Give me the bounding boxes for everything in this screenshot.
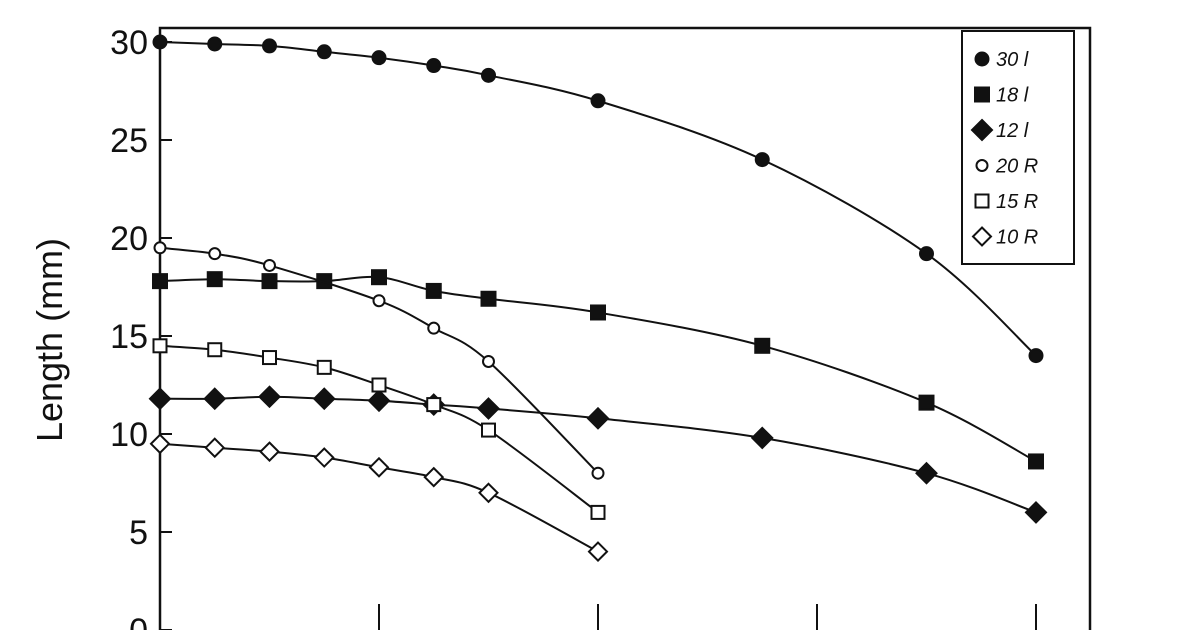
data-point [754, 152, 770, 168]
data-point [148, 387, 172, 411]
data-point [590, 93, 606, 109]
series-20-r [153, 241, 605, 480]
legend-label: 18 l [996, 85, 1029, 107]
data-point [368, 456, 390, 478]
data-point [478, 482, 499, 504]
data-point [208, 247, 222, 261]
data-point [915, 461, 938, 485]
legend-marker [971, 226, 993, 247]
data-point [206, 271, 223, 288]
y-tick-label: 10 [110, 416, 148, 454]
series-30-l [152, 34, 1044, 364]
data-point [203, 387, 227, 411]
data-point [313, 447, 335, 468]
y-tick-label: 20 [110, 220, 148, 258]
legend-marker [974, 86, 990, 103]
data-point [750, 426, 774, 450]
data-point [480, 290, 497, 307]
data-point [481, 67, 496, 83]
data-point [1028, 348, 1044, 364]
data-point [372, 294, 386, 308]
data-point [482, 354, 495, 368]
y-tick-label: 30 [110, 24, 148, 62]
data-point [371, 377, 387, 393]
y-tick-label: 25 [110, 122, 148, 160]
data-point [152, 338, 168, 354]
data-point [262, 38, 277, 54]
data-point [259, 441, 280, 463]
data-point [262, 350, 277, 366]
data-point [207, 36, 223, 52]
plot-frame [158, 26, 1092, 630]
y-tick-label: 5 [129, 514, 148, 552]
data-point [754, 337, 771, 354]
data-point [426, 58, 442, 74]
data-point [258, 385, 281, 409]
data-point [149, 433, 171, 455]
y-tick-label: 0 [129, 612, 148, 630]
legend-marker [970, 118, 994, 142]
data-point [586, 406, 610, 430]
legend-marker [974, 193, 990, 209]
series-line [159, 344, 599, 514]
legend-marker [974, 51, 990, 67]
data-point [312, 387, 336, 411]
data-point [263, 258, 276, 272]
data-point [316, 359, 332, 375]
data-point [371, 50, 387, 66]
legend-label: 30 l [996, 49, 1029, 71]
data-point [316, 44, 332, 60]
data-point [425, 282, 442, 299]
data-point [477, 397, 500, 420]
data-point [152, 34, 168, 50]
series-18-l [152, 269, 1044, 470]
legend-marker [975, 159, 989, 172]
series-12-l [148, 385, 1048, 524]
data-point [1024, 500, 1048, 524]
series-10-r [149, 433, 609, 563]
data-point [423, 466, 445, 488]
data-point [590, 504, 606, 520]
legend: 30 l 18 l 12 l 20 R 15 R 10 R [961, 30, 1075, 265]
legend-box [961, 30, 1075, 265]
data-point [153, 241, 167, 255]
legend-label: 10 R [996, 227, 1038, 249]
data-point [207, 342, 223, 358]
data-point [426, 397, 442, 413]
y-tick-labels: 0 5 10 15 20 25 30 [110, 24, 148, 630]
series [148, 34, 1048, 563]
data-point [427, 321, 441, 335]
data-point [371, 269, 387, 286]
data-point [204, 437, 226, 459]
data-point [261, 273, 278, 290]
data-point [481, 422, 496, 438]
data-point [590, 304, 606, 321]
data-point [587, 541, 609, 563]
y-tick-label: 15 [110, 318, 148, 356]
data-point [919, 246, 934, 262]
y-axis-title: Length (mm) [29, 238, 70, 442]
data-point [152, 273, 168, 290]
data-point [918, 394, 935, 411]
legend-label: 15 R [996, 191, 1038, 213]
legend-label: 12 l [996, 120, 1029, 142]
data-point [1028, 453, 1044, 470]
series-15-r [152, 338, 606, 520]
legend-label: 20 R [995, 156, 1038, 178]
data-point [591, 466, 605, 480]
axes [158, 26, 1092, 630]
data-point [367, 389, 391, 413]
